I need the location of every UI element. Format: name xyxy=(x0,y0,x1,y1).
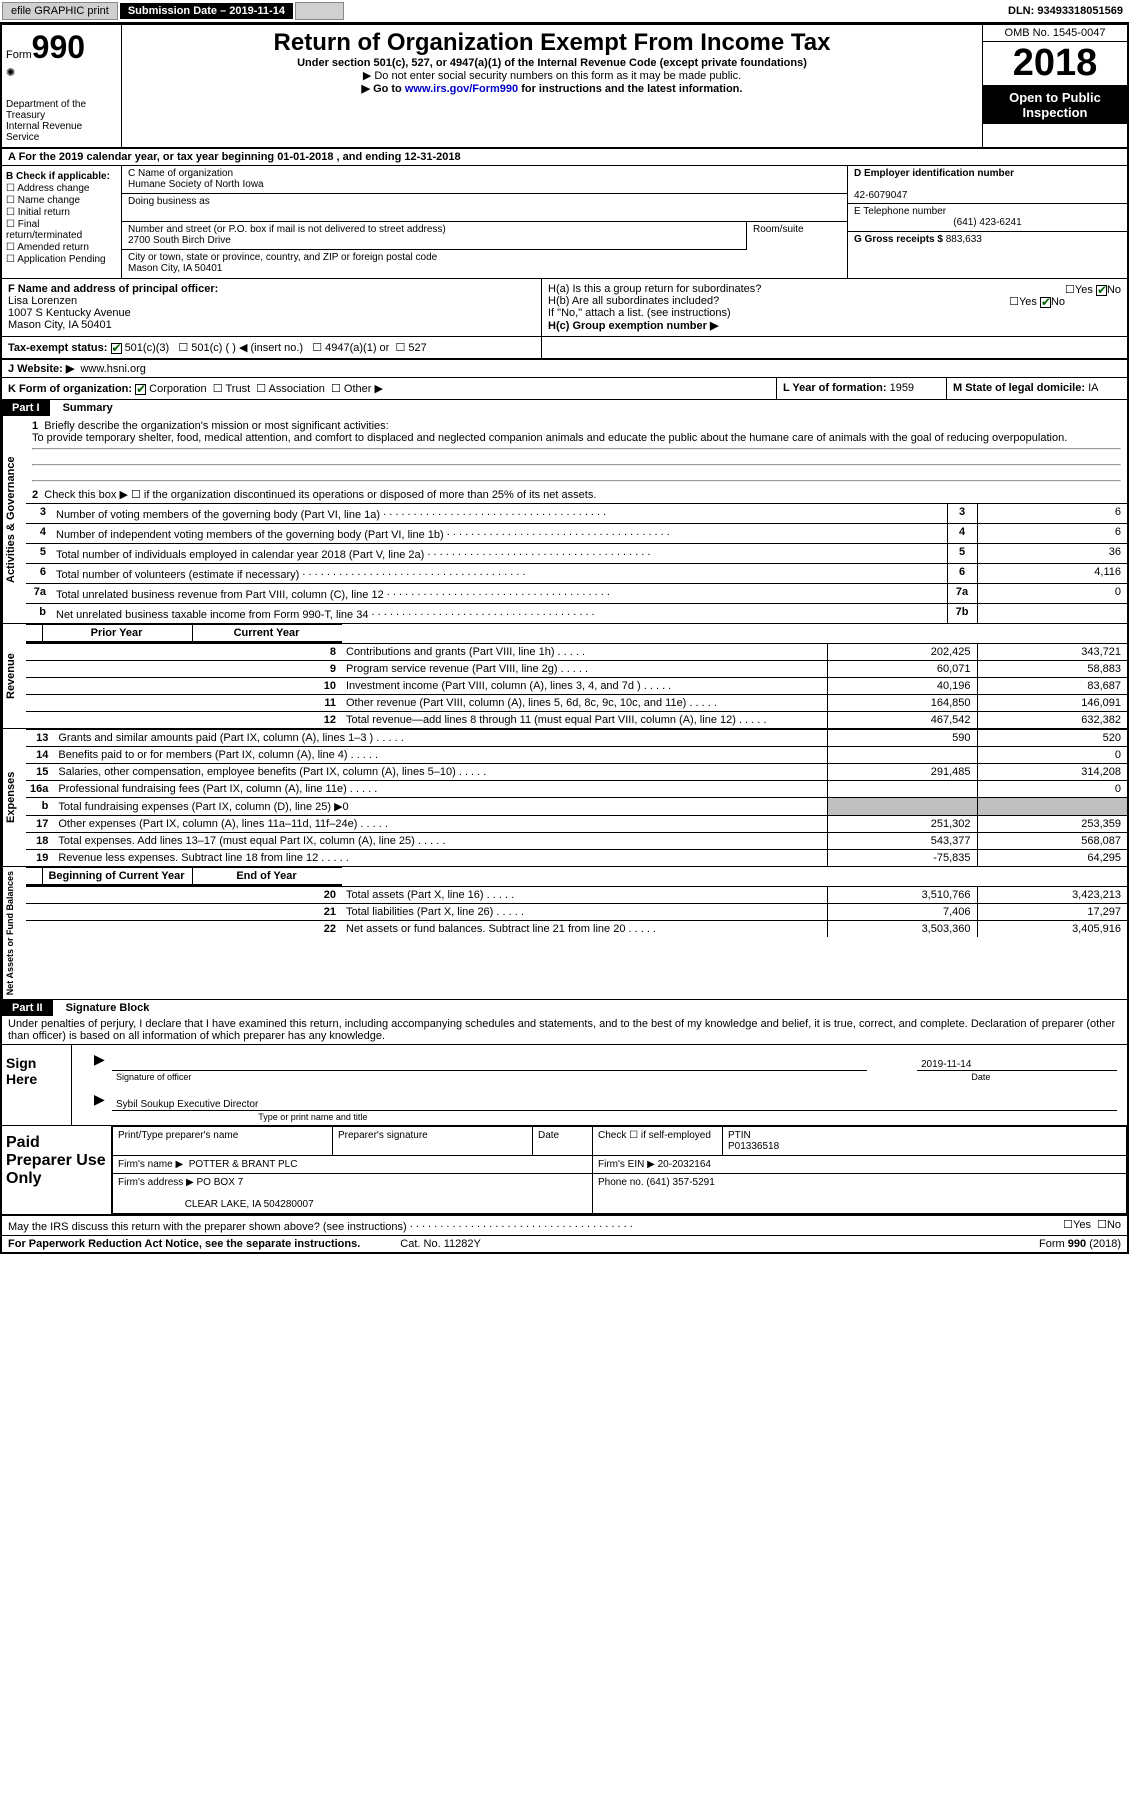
table-row: 15Salaries, other compensation, employee… xyxy=(26,764,1127,781)
table-row: 12Total revenue—add lines 8 through 11 (… xyxy=(26,712,1127,729)
table-row: 5Total number of individuals employed in… xyxy=(26,544,1127,564)
row-i-j: Tax-exempt status: 501(c)(3) ☐ 501(c) ( … xyxy=(2,337,1127,360)
room-box: Room/suite xyxy=(747,222,847,250)
sig-officer-lbl: Signature of officer xyxy=(116,1072,191,1082)
table-row: 11Other revenue (Part VIII, column (A), … xyxy=(26,695,1127,712)
dba-box: Doing business as xyxy=(122,194,847,222)
form-title: Return of Organization Exempt From Incom… xyxy=(132,29,972,57)
open-inspection: Open to Public Inspection xyxy=(983,86,1127,124)
h-b: H(b) Are all subordinates included? ☐Yes… xyxy=(548,295,1121,307)
form-subtitle-1: Under section 501(c), 527, or 4947(a)(1)… xyxy=(132,57,972,69)
part-2-hdr: Part II Signature Block xyxy=(2,1000,1127,1016)
na-table: Beginning of Current YearEnd of Year 20T… xyxy=(26,867,1127,937)
form-ref: Form 990 (2018) xyxy=(1039,1238,1121,1250)
col-b-checkboxes: B Check if applicable: ☐ Address change … xyxy=(2,166,122,278)
chk-name[interactable]: ☐ Name change xyxy=(6,195,117,206)
table-row: 19Revenue less expenses. Subtract line 1… xyxy=(26,850,1127,867)
section-governance: Activities & Governance 1 Briefly descri… xyxy=(2,416,1127,624)
side-netassets: Net Assets or Fund Balances xyxy=(2,867,26,999)
row-j: J Website: ▶ www.hsni.org xyxy=(2,360,1127,378)
blank-btn[interactable] xyxy=(295,2,344,20)
form-wrap: Form990 ✺ Department of the Treasury Int… xyxy=(0,23,1129,1254)
table-row: 4Number of independent voting members of… xyxy=(26,524,1127,544)
irs-eagle-icon: ✺ xyxy=(6,66,117,79)
table-row: 22Net assets or fund balances. Subtract … xyxy=(26,921,1127,938)
table-row: 17Other expenses (Part IX, column (A), l… xyxy=(26,816,1127,833)
table-row: 16aProfessional fundraising fees (Part I… xyxy=(26,781,1127,798)
efile-btn[interactable]: efile GRAPHIC print xyxy=(2,2,118,20)
entity-section: B Check if applicable: ☐ Address change … xyxy=(2,166,1127,279)
gov-table: 3Number of voting members of the governi… xyxy=(26,503,1127,623)
table-row: 14Benefits paid to or for members (Part … xyxy=(26,747,1127,764)
row-a-tax-year: A For the 2019 calendar year, or tax yea… xyxy=(2,149,1127,166)
table-row: 3Number of voting members of the governi… xyxy=(26,504,1127,524)
irs-link[interactable]: www.irs.gov/Form990 xyxy=(405,83,518,95)
ein-box: D Employer identification number 42-6079… xyxy=(848,166,1127,204)
page-footer: For Paperwork Reduction Act Notice, see … xyxy=(2,1236,1127,1252)
paid-preparer: Paid Preparer Use Only Print/Type prepar… xyxy=(2,1126,1127,1216)
submission-date: Submission Date – 2019-11-14 xyxy=(120,3,293,19)
dln: DLN: 93493318051569 xyxy=(1008,5,1129,17)
table-row: 8Contributions and grants (Part VIII, li… xyxy=(26,644,1127,661)
table-row: 20Total assets (Part X, line 16) . . . .… xyxy=(26,887,1127,904)
section-revenue: Revenue Prior YearCurrent Year 8Contribu… xyxy=(2,624,1127,729)
table-row: 10Investment income (Part VIII, column (… xyxy=(26,678,1127,695)
sig-name-lbl: Type or print name and title xyxy=(258,1112,367,1122)
perjury-text: Under penalties of perjury, I declare th… xyxy=(2,1016,1127,1045)
mission-text: To provide temporary shelter, food, medi… xyxy=(32,432,1067,444)
table-row: 18Total expenses. Add lines 13–17 (must … xyxy=(26,833,1127,850)
row-k-l-m: K Form of organization: Corporation ☐ Tr… xyxy=(2,378,1127,400)
rev-table: Prior YearCurrent Year 8Contributions an… xyxy=(26,624,1127,728)
section-expenses: Expenses 13Grants and similar amounts pa… xyxy=(2,729,1127,867)
omb-number: OMB No. 1545-0047 xyxy=(983,25,1127,42)
phone-box: E Telephone number (641) 423-6241 xyxy=(848,204,1127,232)
part-1-hdr: Part I Summary xyxy=(2,400,1127,416)
row-f-h: F Name and address of principal officer:… xyxy=(2,279,1127,337)
chk-501c3[interactable] xyxy=(111,343,122,354)
chk-initial[interactable]: ☐ Initial return xyxy=(6,207,117,218)
dept-treasury: Department of the Treasury Internal Reve… xyxy=(6,99,117,143)
gross-receipts: G Gross receipts $ 883,633 xyxy=(848,232,1127,260)
h-b2: If "No," attach a list. (see instruction… xyxy=(548,307,1121,319)
side-governance: Activities & Governance xyxy=(2,416,26,623)
h-a: H(a) Is this a group return for subordin… xyxy=(548,283,1121,295)
form-word: Form xyxy=(6,49,32,61)
table-row: 6Total number of volunteers (estimate if… xyxy=(26,564,1127,584)
form-subtitle-2: ▶ Do not enter social security numbers o… xyxy=(132,69,972,82)
form-subtitle-3: ▶ Go to www.irs.gov/Form990 for instruct… xyxy=(132,82,972,95)
chk-corp[interactable] xyxy=(135,384,146,395)
tax-year: 2018 xyxy=(983,42,1127,86)
chk-final[interactable]: ☐ Final return/terminated xyxy=(6,219,117,241)
form-number: 990 xyxy=(32,29,85,65)
side-revenue: Revenue xyxy=(2,624,26,728)
discuss-row: May the IRS discuss this return with the… xyxy=(2,1216,1127,1236)
table-row: bTotal fundraising expenses (Part IX, co… xyxy=(26,798,1127,816)
chk-pending[interactable]: ☐ Application Pending xyxy=(6,254,117,265)
street-box: Number and street (or P.O. box if mail i… xyxy=(122,222,747,250)
side-expenses: Expenses xyxy=(2,729,26,866)
table-row: 7aTotal unrelated business revenue from … xyxy=(26,584,1127,604)
top-bar: efile GRAPHIC print Submission Date – 20… xyxy=(0,0,1129,23)
table-row: bNet unrelated business taxable income f… xyxy=(26,604,1127,624)
city-box: City or town, state or province, country… xyxy=(122,250,847,278)
table-row: 9Program service revenue (Part VIII, lin… xyxy=(26,661,1127,678)
chk-address[interactable]: ☐ Address change xyxy=(6,183,117,194)
sig-date-lbl: Date xyxy=(971,1072,990,1082)
exp-table: 13Grants and similar amounts paid (Part … xyxy=(26,729,1127,866)
chk-amended[interactable]: ☐ Amended return xyxy=(6,242,117,253)
org-name-box: C Name of organization Humane Society of… xyxy=(122,166,847,194)
section-netassets: Net Assets or Fund Balances Beginning of… xyxy=(2,867,1127,1000)
table-row: 13Grants and similar amounts paid (Part … xyxy=(26,730,1127,747)
h-c: H(c) Group exemption number ▶ xyxy=(548,319,1121,332)
table-row: 21Total liabilities (Part X, line 26) . … xyxy=(26,904,1127,921)
form-header: Form990 ✺ Department of the Treasury Int… xyxy=(2,25,1127,149)
sign-here: Sign Here ▶Signature of officer 2019-11-… xyxy=(2,1045,1127,1126)
